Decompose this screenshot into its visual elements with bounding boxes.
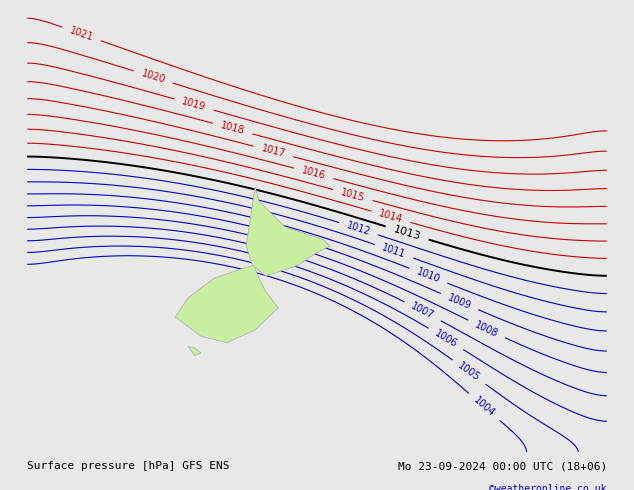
Text: 1009: 1009 (446, 292, 473, 311)
Polygon shape (176, 266, 278, 343)
Text: 1011: 1011 (381, 243, 407, 260)
Text: 1014: 1014 (378, 209, 404, 225)
Text: 1013: 1013 (392, 224, 422, 242)
Text: 1005: 1005 (456, 361, 482, 383)
Text: 1021: 1021 (68, 25, 94, 43)
Text: 1017: 1017 (260, 144, 287, 159)
Text: 1007: 1007 (410, 301, 436, 321)
Text: 1020: 1020 (140, 69, 167, 85)
Text: 1004: 1004 (472, 395, 497, 419)
Text: Surface pressure [hPa] GFS ENS: Surface pressure [hPa] GFS ENS (27, 461, 230, 471)
Text: ©weatheronline.co.uk: ©weatheronline.co.uk (489, 484, 607, 490)
Text: 1016: 1016 (301, 166, 327, 181)
Text: 1019: 1019 (181, 97, 207, 113)
Text: Mo 23-09-2024 00:00 UTC (18+06): Mo 23-09-2024 00:00 UTC (18+06) (398, 461, 607, 471)
Text: 1006: 1006 (433, 328, 459, 349)
Polygon shape (246, 187, 330, 276)
Text: 1008: 1008 (474, 319, 500, 339)
Text: 1010: 1010 (415, 267, 442, 285)
Text: 1015: 1015 (340, 187, 366, 203)
Text: 1018: 1018 (219, 121, 246, 137)
Polygon shape (188, 346, 201, 356)
Text: 1012: 1012 (346, 220, 372, 237)
